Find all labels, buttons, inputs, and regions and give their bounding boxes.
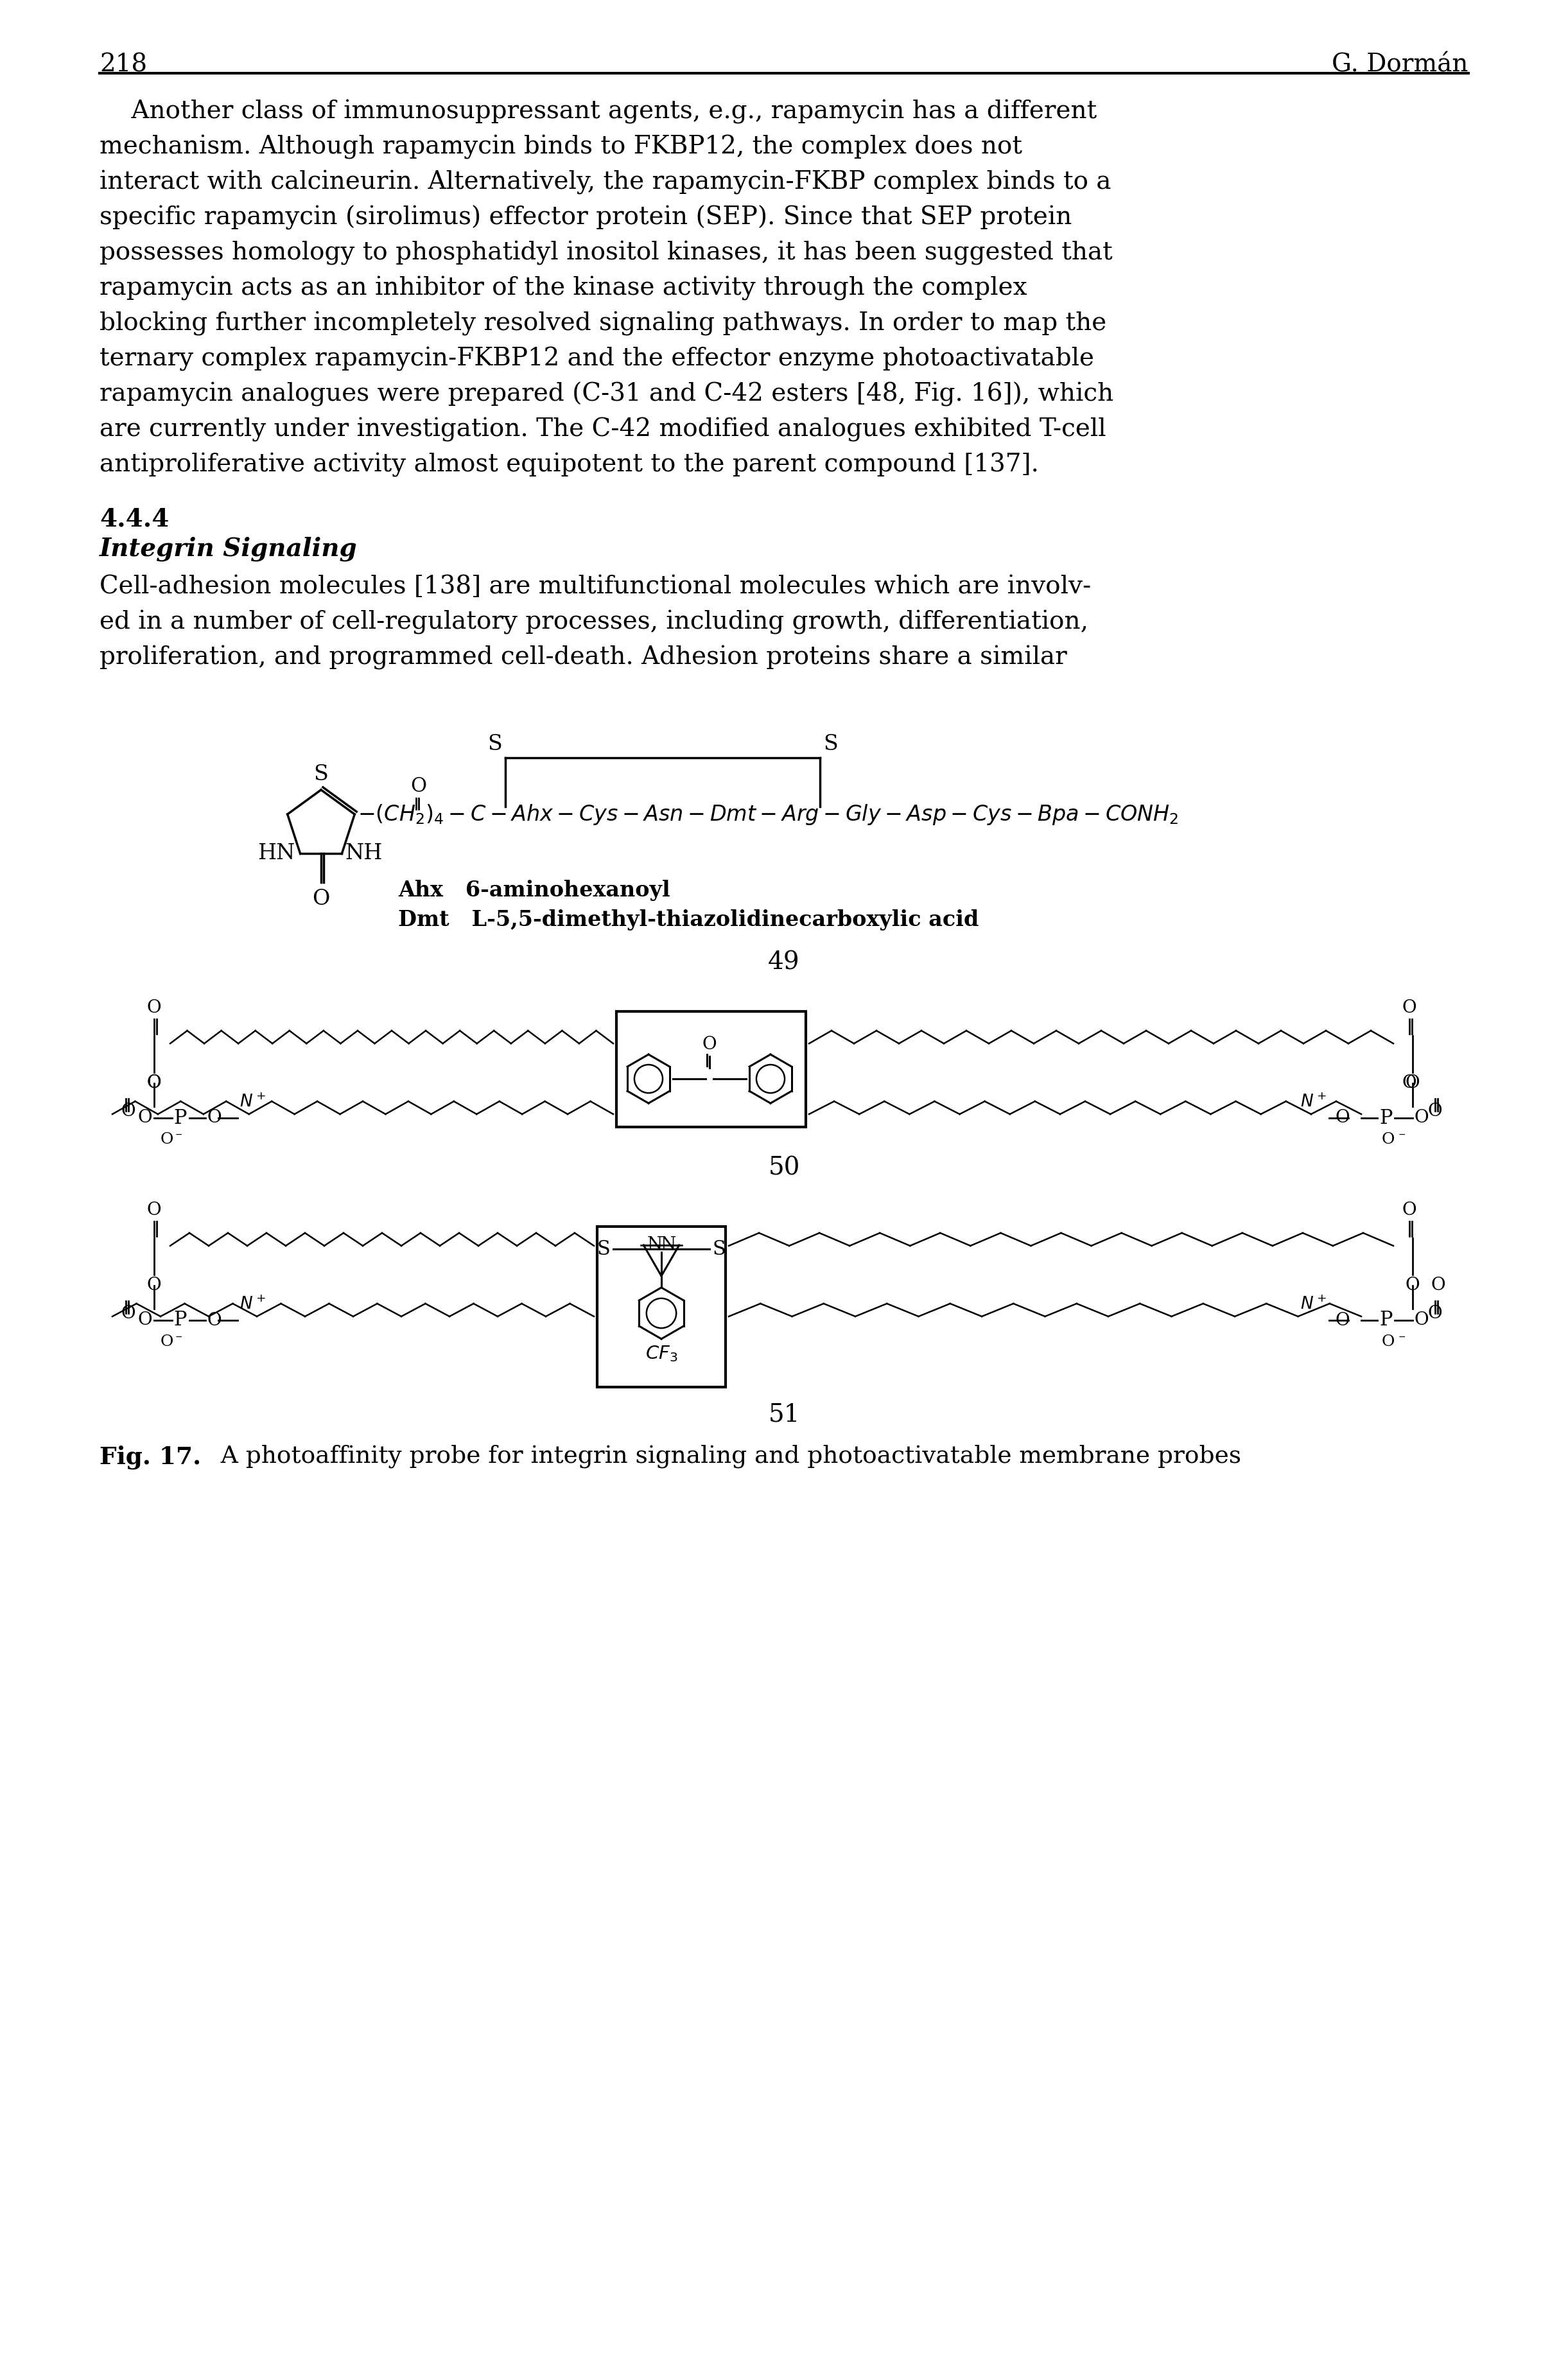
Text: interact with calcineurin. Alternatively, the rapamycin-FKBP complex binds to a: interact with calcineurin. Alternatively… — [99, 171, 1112, 195]
Text: Dmt   L-5,5-dimethyl-thiazolidinecarboxylic acid: Dmt L-5,5-dimethyl-thiazolidinecarboxyli… — [398, 910, 978, 931]
Text: O: O — [1405, 1276, 1421, 1295]
Bar — [597, 1226, 726, 1388]
Text: O: O — [147, 1202, 162, 1219]
Text: NH: NH — [345, 843, 383, 865]
Text: rapamycin analogues were prepared (C-31 and C-42 esters [48, Fig. 16]), which: rapamycin analogues were prepared (C-31 … — [99, 383, 1113, 406]
Text: O: O — [1381, 1335, 1396, 1350]
Text: ed in a number of cell-regulatory processes, including growth, differentiation,: ed in a number of cell-regulatory proces… — [99, 611, 1088, 634]
Text: O: O — [1428, 1102, 1443, 1119]
Text: O: O — [147, 1074, 162, 1091]
Text: O: O — [121, 1304, 136, 1321]
Text: blocking further incompletely resolved signaling pathways. In order to map the: blocking further incompletely resolved s… — [99, 311, 1107, 335]
Text: O: O — [1402, 1202, 1416, 1219]
Text: O: O — [1428, 1304, 1443, 1321]
Text: O: O — [1432, 1276, 1446, 1295]
Text: Fig. 17.: Fig. 17. — [99, 1445, 201, 1468]
Text: 4.4.4: 4.4.4 — [99, 508, 169, 532]
Text: O: O — [1402, 1074, 1416, 1091]
Text: $^-$: $^-$ — [174, 1131, 183, 1143]
Text: O: O — [147, 1000, 162, 1017]
Text: N: N — [646, 1236, 662, 1255]
Text: O: O — [147, 1074, 162, 1091]
Text: antiproliferative activity almost equipotent to the parent compound [137].: antiproliferative activity almost equipo… — [99, 454, 1040, 478]
Text: O: O — [1402, 1000, 1416, 1017]
Text: are currently under investigation. The C-42 modified analogues exhibited T-cell: are currently under investigation. The C… — [99, 418, 1105, 442]
Text: O: O — [207, 1110, 221, 1126]
Text: ternary complex rapamycin-FKBP12 and the effector enzyme photoactivatable: ternary complex rapamycin-FKBP12 and the… — [99, 347, 1094, 371]
Text: O: O — [160, 1131, 174, 1148]
Text: 49: 49 — [768, 950, 800, 974]
Text: O: O — [1414, 1312, 1428, 1328]
Text: 51: 51 — [768, 1404, 800, 1428]
Text: O: O — [1405, 1074, 1421, 1091]
Text: P: P — [174, 1107, 187, 1129]
Text: O: O — [138, 1312, 152, 1328]
Text: $CF_3$: $CF_3$ — [644, 1345, 677, 1364]
Text: $^-$: $^-$ — [1397, 1131, 1406, 1143]
Text: N: N — [660, 1236, 676, 1255]
Text: O: O — [1336, 1312, 1350, 1328]
Text: O: O — [1381, 1131, 1396, 1148]
Text: S: S — [713, 1238, 726, 1259]
Text: mechanism. Although rapamycin binds to FKBP12, the complex does not: mechanism. Although rapamycin binds to F… — [99, 135, 1022, 159]
Text: O: O — [160, 1335, 174, 1350]
Text: possesses homology to phosphatidyl inositol kinases, it has been suggested that: possesses homology to phosphatidyl inosi… — [99, 240, 1113, 266]
Text: rapamycin acts as an inhibitor of the kinase activity through the complex: rapamycin acts as an inhibitor of the ki… — [99, 276, 1027, 299]
Text: $N^+$: $N^+$ — [1300, 1295, 1327, 1312]
Text: S: S — [823, 734, 837, 756]
Text: O: O — [312, 889, 329, 910]
Bar — [616, 1012, 806, 1126]
Text: $N^+$: $N^+$ — [240, 1093, 265, 1110]
Text: $N^+$: $N^+$ — [240, 1295, 265, 1312]
Text: Integrin Signaling: Integrin Signaling — [99, 537, 358, 561]
Text: $^-$: $^-$ — [1397, 1335, 1406, 1345]
Text: O: O — [1336, 1110, 1350, 1126]
Text: O: O — [207, 1312, 221, 1328]
Text: HN: HN — [257, 843, 295, 865]
Text: specific rapamycin (sirolimus) effector protein (SEP). Since that SEP protein: specific rapamycin (sirolimus) effector … — [99, 204, 1073, 230]
Text: $N^+$: $N^+$ — [1300, 1093, 1327, 1110]
Text: O: O — [147, 1276, 162, 1295]
Text: $-(CH_2)_4-C-Ahx-Cys-Asn-Dmt-Arg-Gly-Asp-Cys-\mathit{Bpa}-CONH_2$: $-(CH_2)_4-C-Ahx-Cys-Asn-Dmt-Arg-Gly-Asp… — [358, 803, 1179, 827]
Text: 218: 218 — [99, 52, 147, 76]
Text: proliferation, and programmed cell-death. Adhesion proteins share a similar: proliferation, and programmed cell-death… — [99, 646, 1066, 670]
Text: P: P — [1380, 1309, 1392, 1331]
Text: P: P — [174, 1309, 187, 1331]
Text: Ahx   6-aminohexanoyl: Ahx 6-aminohexanoyl — [398, 879, 670, 901]
Text: O: O — [702, 1036, 717, 1053]
Text: S: S — [488, 734, 502, 756]
Text: S: S — [314, 765, 328, 784]
Text: A photoaffinity probe for integrin signaling and photoactivatable membrane probe: A photoaffinity probe for integrin signa… — [205, 1445, 1242, 1468]
Text: Cell-adhesion molecules [138] are multifunctional molecules which are involv-: Cell-adhesion molecules [138] are multif… — [99, 575, 1091, 599]
Text: O: O — [1414, 1110, 1428, 1126]
Text: O: O — [138, 1110, 152, 1126]
Text: P: P — [1380, 1107, 1392, 1129]
Text: O: O — [411, 777, 426, 796]
Text: S: S — [596, 1238, 610, 1259]
Text: O: O — [121, 1102, 136, 1119]
Text: $^-$: $^-$ — [174, 1335, 183, 1345]
Text: G. Dormán: G. Dormán — [1333, 52, 1469, 76]
Text: Another class of immunosuppressant agents, e.g., rapamycin has a different: Another class of immunosuppressant agent… — [99, 100, 1098, 124]
Text: 50: 50 — [768, 1155, 800, 1178]
